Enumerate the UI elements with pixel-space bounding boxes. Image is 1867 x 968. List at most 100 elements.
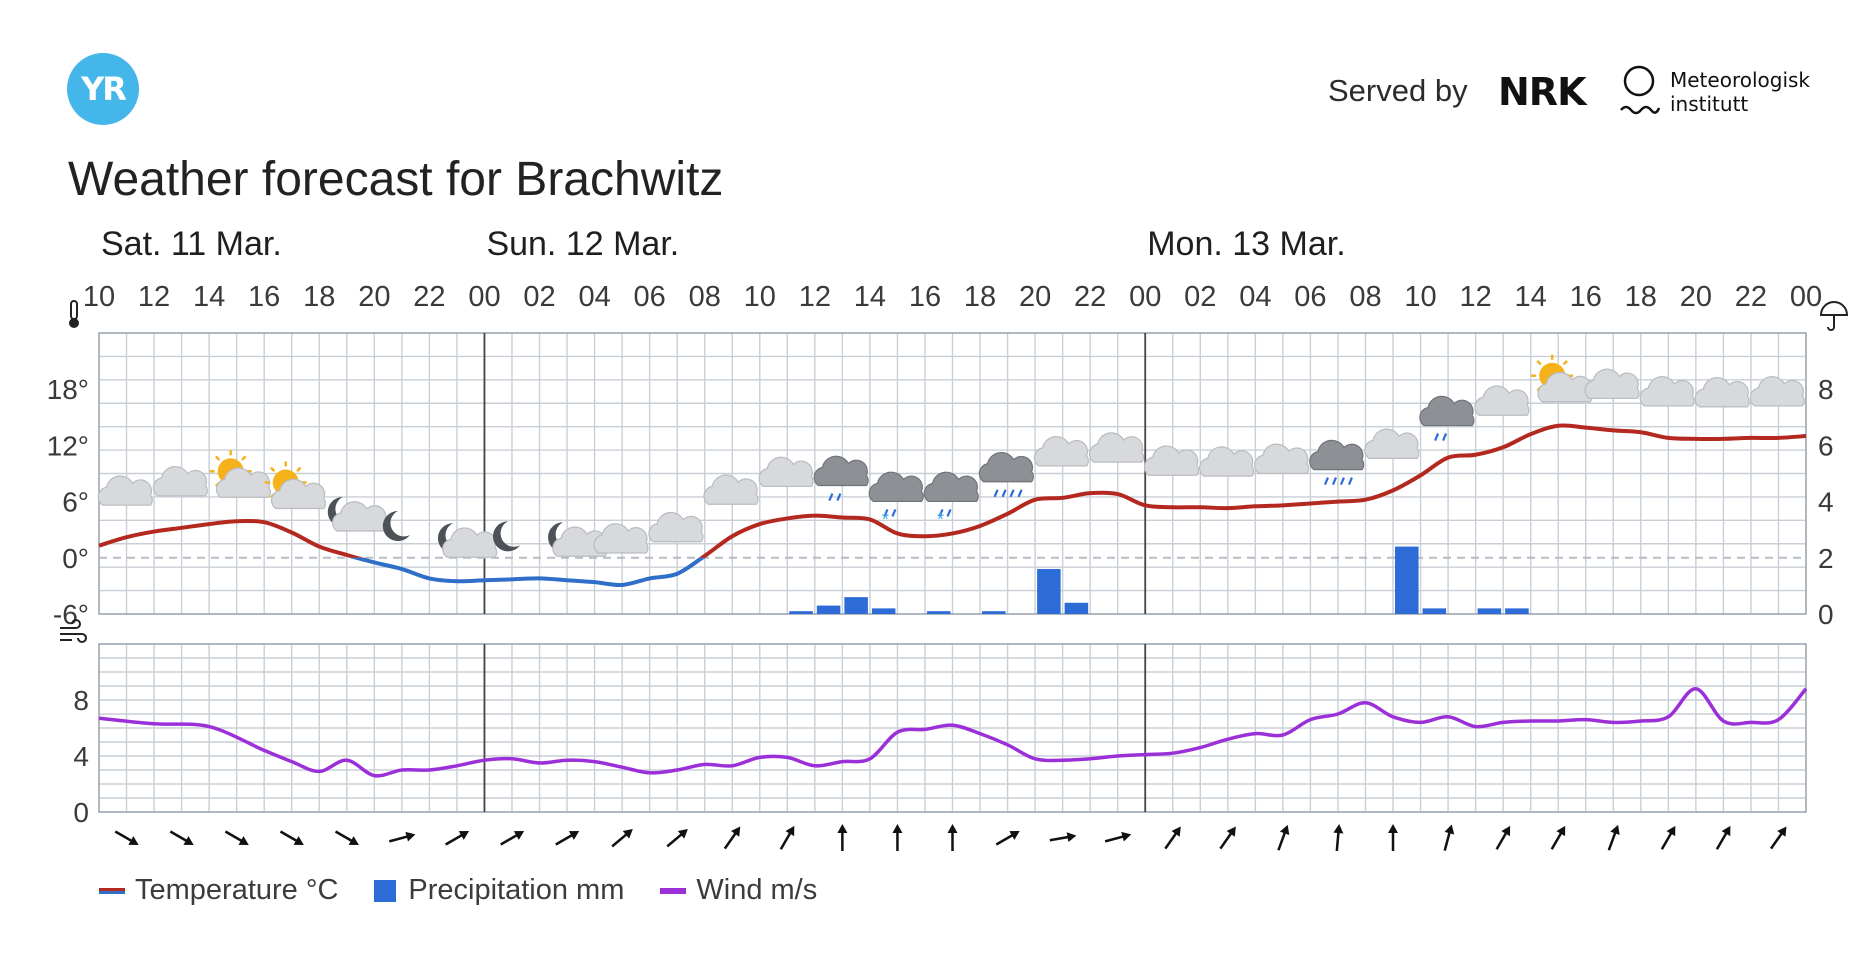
precipitation-bar — [816, 605, 841, 614]
cloud-shape — [442, 527, 498, 558]
x-tick-label: 16 — [248, 281, 280, 313]
cloud-shape — [1033, 436, 1089, 467]
cloud-shape — [215, 467, 271, 498]
wind-direction-arrow — [1104, 831, 1132, 843]
wind-direction-arrow — [1388, 824, 1399, 851]
precipitation-bar — [871, 608, 896, 614]
y-tick-temperature: 0° — [62, 543, 89, 574]
sun-ray — [296, 466, 302, 473]
cloudy-icon — [758, 456, 814, 488]
cloud-shape — [97, 475, 153, 506]
arrow-head — [1333, 824, 1344, 834]
arrow-head — [1777, 826, 1787, 837]
x-tick-label: 02 — [1184, 281, 1216, 313]
precipitation-bar — [1037, 569, 1061, 614]
wind-direction-arrow — [666, 829, 688, 848]
cloud-shape — [978, 451, 1034, 483]
x-tick-label: 04 — [578, 281, 610, 313]
precipitation-bar — [982, 611, 1006, 614]
wind-direction-arrow — [995, 831, 1020, 846]
wind-direction-arrow — [445, 831, 470, 846]
wind-direction-arrow — [388, 831, 416, 843]
arrow-head — [892, 824, 903, 833]
arrow-head — [1666, 825, 1676, 837]
y-tick-temperature: 12° — [47, 430, 89, 461]
thermometer-bulb — [69, 318, 79, 328]
legend-item-precipitation: Precipitation mm — [374, 874, 624, 907]
wind-direction-arrow — [1769, 826, 1787, 850]
partly-cloudy-night-icon — [548, 522, 608, 557]
wind-direction-arrow — [279, 830, 304, 845]
sleet-icon — [923, 471, 979, 517]
yr-logo[interactable]: YR — [67, 53, 139, 125]
forecast-chart: Sat. 11 Mar. Sun. 12 Mar. Mon. 13 Mar. 10 12… — [47, 225, 1849, 852]
umbrella-canopy — [1819, 301, 1849, 316]
wind-direction-arrow — [1715, 825, 1731, 850]
wind-direction-arrow — [1443, 824, 1455, 851]
cloudy-icon — [1694, 376, 1750, 408]
page-title: Weather forecast for Brachwitz — [68, 153, 724, 206]
wind-direction-arrow — [779, 825, 795, 850]
wind-line — [98, 687, 1808, 778]
arrow-head — [1721, 825, 1731, 837]
light-rain-icon — [1419, 395, 1475, 442]
yr-logo-text: YR — [81, 70, 127, 108]
precipitation-bar — [1064, 602, 1089, 614]
precipitation-bar — [1477, 608, 1502, 614]
panel-border — [98, 643, 1807, 813]
x-tick-label: 18 — [964, 281, 996, 313]
y-tick-precipitation: 2 — [1818, 543, 1834, 574]
raindrop — [1442, 433, 1448, 442]
arrow-head — [1610, 824, 1620, 836]
legend-item-temperature: Temperature °C — [99, 874, 338, 907]
clear-night-icon — [382, 511, 410, 542]
temperature-line-warm — [98, 423, 1807, 558]
thermometer-tube — [70, 300, 78, 320]
nrk-logo[interactable]: NRK — [1498, 70, 1587, 114]
cloudy-icon — [1199, 446, 1255, 477]
arrow-head — [731, 826, 741, 837]
cloud-shape — [1639, 376, 1695, 407]
x-tick-label: 20 — [1680, 281, 1712, 313]
partly-cloudy-day-icon — [264, 461, 327, 510]
x-tick-label: 08 — [1349, 281, 1381, 313]
cloudy-icon — [1364, 428, 1420, 459]
x-tick-label: 20 — [1019, 281, 1051, 313]
partly-cloudy-night-icon — [437, 523, 498, 558]
arrow-head — [238, 836, 249, 845]
arrow-head — [1444, 824, 1455, 835]
arrow-head — [1226, 826, 1236, 837]
wind-direction-arrow — [1660, 825, 1676, 850]
met-institute-name: Meteorologisk institutt — [1670, 68, 1811, 116]
x-tick-label: 10 — [1404, 281, 1436, 313]
arrow-head — [513, 831, 525, 840]
precipitation-swatch — [374, 879, 397, 902]
arrow-head — [837, 824, 848, 833]
x-tick-label: 18 — [1625, 281, 1657, 313]
wind-direction-arrow — [1049, 832, 1077, 843]
cloud-shape — [1584, 368, 1640, 400]
raindrop — [993, 489, 999, 498]
precipitation-bar — [926, 611, 951, 614]
raindrop — [1347, 477, 1353, 486]
x-tick-label: 04 — [1239, 281, 1271, 313]
served-by-label: Served by — [1328, 73, 1468, 108]
wind-direction-arrow — [500, 831, 525, 846]
cloud-shape — [923, 471, 979, 503]
precipitation-bar — [1422, 608, 1447, 614]
cloud-shape — [1254, 443, 1310, 474]
wind-icon — [60, 619, 87, 643]
cloud-shape — [152, 465, 208, 497]
x-tick-label: 22 — [1735, 281, 1767, 313]
cloudy-icon — [1254, 443, 1310, 474]
x-tick-label: 18 — [303, 281, 335, 313]
y-tick-precipitation: 6 — [1818, 430, 1834, 461]
x-tick-label: 10 — [83, 281, 115, 313]
wind-icon-lines — [60, 619, 87, 643]
wind-direction-arrow — [334, 830, 359, 845]
day-label: Sun. 12 Mar. — [486, 225, 679, 263]
arrow-head — [293, 836, 304, 845]
arrow-head — [1066, 832, 1077, 843]
cloudy-icon — [648, 511, 704, 543]
wind-direction-arrow — [114, 830, 139, 845]
